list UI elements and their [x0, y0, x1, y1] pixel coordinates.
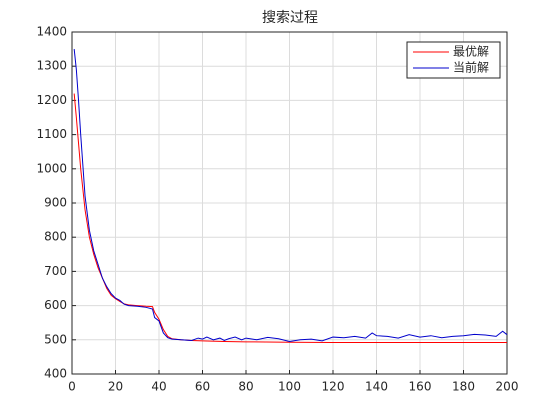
y-tick-label: 700 [44, 264, 67, 278]
y-tick-label: 500 [44, 332, 67, 346]
x-tick-label: 20 [108, 380, 123, 394]
plot-frame [71, 31, 508, 375]
y-tick-label: 1200 [36, 93, 67, 107]
legend-label: 当前解 [453, 60, 489, 75]
legend-label: 最优解 [453, 45, 489, 59]
x-tick-label: 80 [238, 380, 253, 394]
y-tick-label: 1000 [36, 161, 67, 175]
x-tick-label: 120 [322, 380, 345, 394]
chart-title: 搜索过程 [262, 9, 318, 26]
x-tick-label: 140 [365, 380, 388, 394]
y-tick-label: 400 [44, 367, 67, 381]
x-tick-label: 40 [151, 380, 166, 394]
y-tick-label: 900 [44, 196, 67, 210]
series-line [73, 93, 507, 344]
y-tick-label: 1300 [36, 59, 67, 73]
y-tick-label: 1400 [36, 25, 67, 39]
y-tick-label: 600 [44, 298, 67, 312]
x-tick-label: 0 [68, 380, 76, 394]
x-tick-label: 200 [496, 380, 519, 394]
legend-box [406, 41, 501, 79]
x-tick-label: 60 [195, 380, 210, 394]
x-tick-label: 180 [452, 380, 475, 394]
x-tick-label: 100 [278, 380, 301, 394]
y-tick-label: 800 [44, 230, 67, 244]
x-tick-label: 160 [409, 380, 432, 394]
series-line [73, 49, 508, 343]
y-tick-label: 1100 [36, 127, 67, 141]
